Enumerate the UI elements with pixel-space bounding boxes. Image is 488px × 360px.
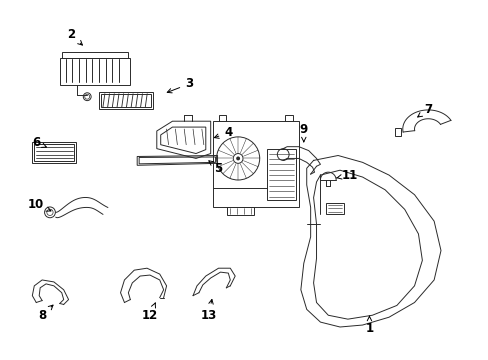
Text: 8: 8 <box>38 305 53 322</box>
Text: 3: 3 <box>167 77 193 93</box>
Text: 4: 4 <box>214 126 232 139</box>
Text: 13: 13 <box>200 300 216 322</box>
Text: 2: 2 <box>67 28 82 45</box>
Circle shape <box>236 157 240 161</box>
Text: 10: 10 <box>28 198 51 211</box>
Text: 5: 5 <box>208 161 222 175</box>
Text: 11: 11 <box>336 168 357 181</box>
Text: 6: 6 <box>32 136 46 149</box>
Text: 9: 9 <box>299 122 307 142</box>
Text: 12: 12 <box>142 303 158 322</box>
Text: 1: 1 <box>365 316 373 336</box>
Text: 7: 7 <box>417 103 431 117</box>
